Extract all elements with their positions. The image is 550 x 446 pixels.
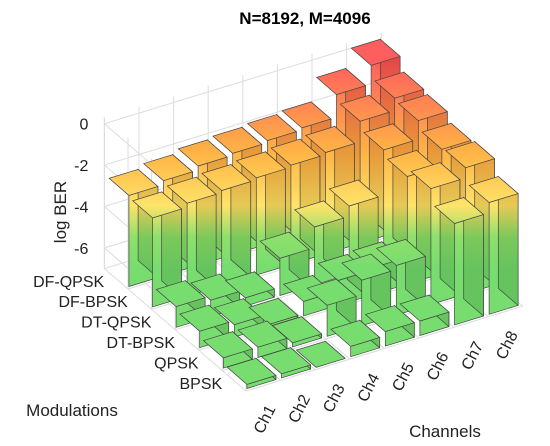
channel-tick-label: Ch5 — [389, 360, 418, 394]
bar-top-face — [328, 179, 379, 207]
grid-line — [245, 305, 523, 392]
bar-top-face — [410, 162, 461, 189]
bar-top-face — [108, 169, 159, 196]
bar-df-bpsk-ch2 — [166, 176, 217, 297]
bar-top-face — [304, 126, 356, 153]
bar-top-face — [364, 305, 416, 332]
bar-top-face — [226, 357, 277, 385]
z-tick-label: -6 — [74, 241, 88, 258]
bar-top-face — [375, 239, 427, 266]
bar-top-face — [190, 273, 241, 301]
bar-top-face — [271, 316, 323, 344]
bar-bpsk-ch7 — [433, 196, 485, 326]
chart-title: N=8192, M=4096 — [239, 9, 370, 28]
bar-top-face — [260, 347, 312, 375]
bar-top-face — [350, 38, 401, 66]
modulation-tick-label: DT-QPSK — [81, 315, 152, 332]
bar-top-face — [330, 319, 381, 347]
modulation-tick-label: DF-QPSK — [33, 274, 104, 291]
bar-top-face — [444, 141, 496, 169]
bar-top-face — [235, 151, 287, 179]
z-axis-label: log BER — [51, 181, 70, 243]
bar-top-face — [433, 197, 485, 224]
bar-top-face — [212, 126, 263, 154]
channel-tick-label: Ch2 — [286, 392, 315, 426]
channel-tick-label: Ch8 — [493, 328, 522, 362]
bar-top-face — [293, 200, 345, 228]
z-axis-ticks: 0 -2 -4 -6 — [74, 117, 88, 258]
bar-top-face — [363, 123, 414, 151]
z-tick-label: -2 — [74, 158, 88, 175]
modulation-tick-label: BPSK — [180, 376, 223, 393]
bar-top-face — [315, 68, 367, 95]
bar-dt-qpsk-ch3 — [224, 271, 276, 307]
bar-df-qpsk-ch1 — [108, 168, 159, 287]
bar-top-face — [155, 280, 206, 307]
channel-tick-label: Ch4 — [355, 371, 384, 405]
bar-top-face — [246, 114, 298, 141]
bar-top-face — [468, 176, 519, 203]
channel-tick-label: Ch7 — [459, 339, 488, 373]
modulation-ticks: BPSK QPSK DT-BPSK DT-QPSK DF-BPSK DF-QPSK — [33, 274, 222, 393]
bar-bpsk-ch4 — [330, 319, 381, 358]
bar-top-face — [259, 231, 310, 259]
y-axis-label: Modulations — [26, 401, 118, 420]
channel-tick-label: Ch3 — [320, 381, 349, 415]
bar-top-face — [213, 298, 265, 326]
bar-bpsk-ch2 — [260, 346, 312, 379]
bar-top-face — [421, 122, 472, 150]
bar-qpsk-ch3 — [271, 315, 323, 348]
bar-top-face — [248, 298, 299, 325]
bar-top-face — [237, 320, 288, 348]
bar-top-face — [399, 294, 450, 322]
channel-tick-label: Ch1 — [251, 403, 280, 437]
bar-top-face — [224, 271, 276, 299]
bar-top-face — [131, 191, 183, 219]
bar-top-face — [374, 71, 425, 99]
bar-top-face — [295, 340, 346, 368]
bars — [108, 38, 519, 389]
bar-bpsk-ch5 — [364, 304, 416, 347]
bar-top-face — [202, 331, 254, 359]
bar-top-face — [341, 253, 392, 281]
z-tick-label: -4 — [74, 200, 88, 217]
bar-df-bpsk-ch3 — [201, 163, 252, 287]
bar-qpsk-ch1 — [202, 330, 254, 369]
x-axis-label: Channels — [409, 422, 481, 441]
modulation-tick-label: QPSK — [154, 355, 199, 372]
bar-top-face — [270, 138, 321, 166]
bar-top-face — [177, 139, 228, 167]
bar-bpsk-ch8 — [468, 175, 519, 315]
bar-top-face — [142, 154, 194, 182]
bar-bpsk-ch1 — [226, 357, 277, 389]
bar-top-face — [201, 164, 252, 191]
bar-top-face — [306, 278, 357, 306]
modulation-tick-label: DF-BPSK — [58, 294, 128, 311]
modulation-tick-label: DT-BPSK — [107, 335, 176, 352]
channel-tick-label: Ch6 — [424, 350, 453, 384]
z-tick-label: 0 — [79, 117, 88, 134]
bar-top-face — [179, 304, 230, 332]
bar-bpsk-ch3 — [295, 340, 346, 368]
bar-top-face — [166, 176, 217, 204]
bar-top-face — [281, 101, 332, 129]
bar-top-face — [397, 94, 449, 121]
bar-bpsk-ch6 — [399, 294, 450, 336]
bar-top-face — [339, 94, 390, 122]
